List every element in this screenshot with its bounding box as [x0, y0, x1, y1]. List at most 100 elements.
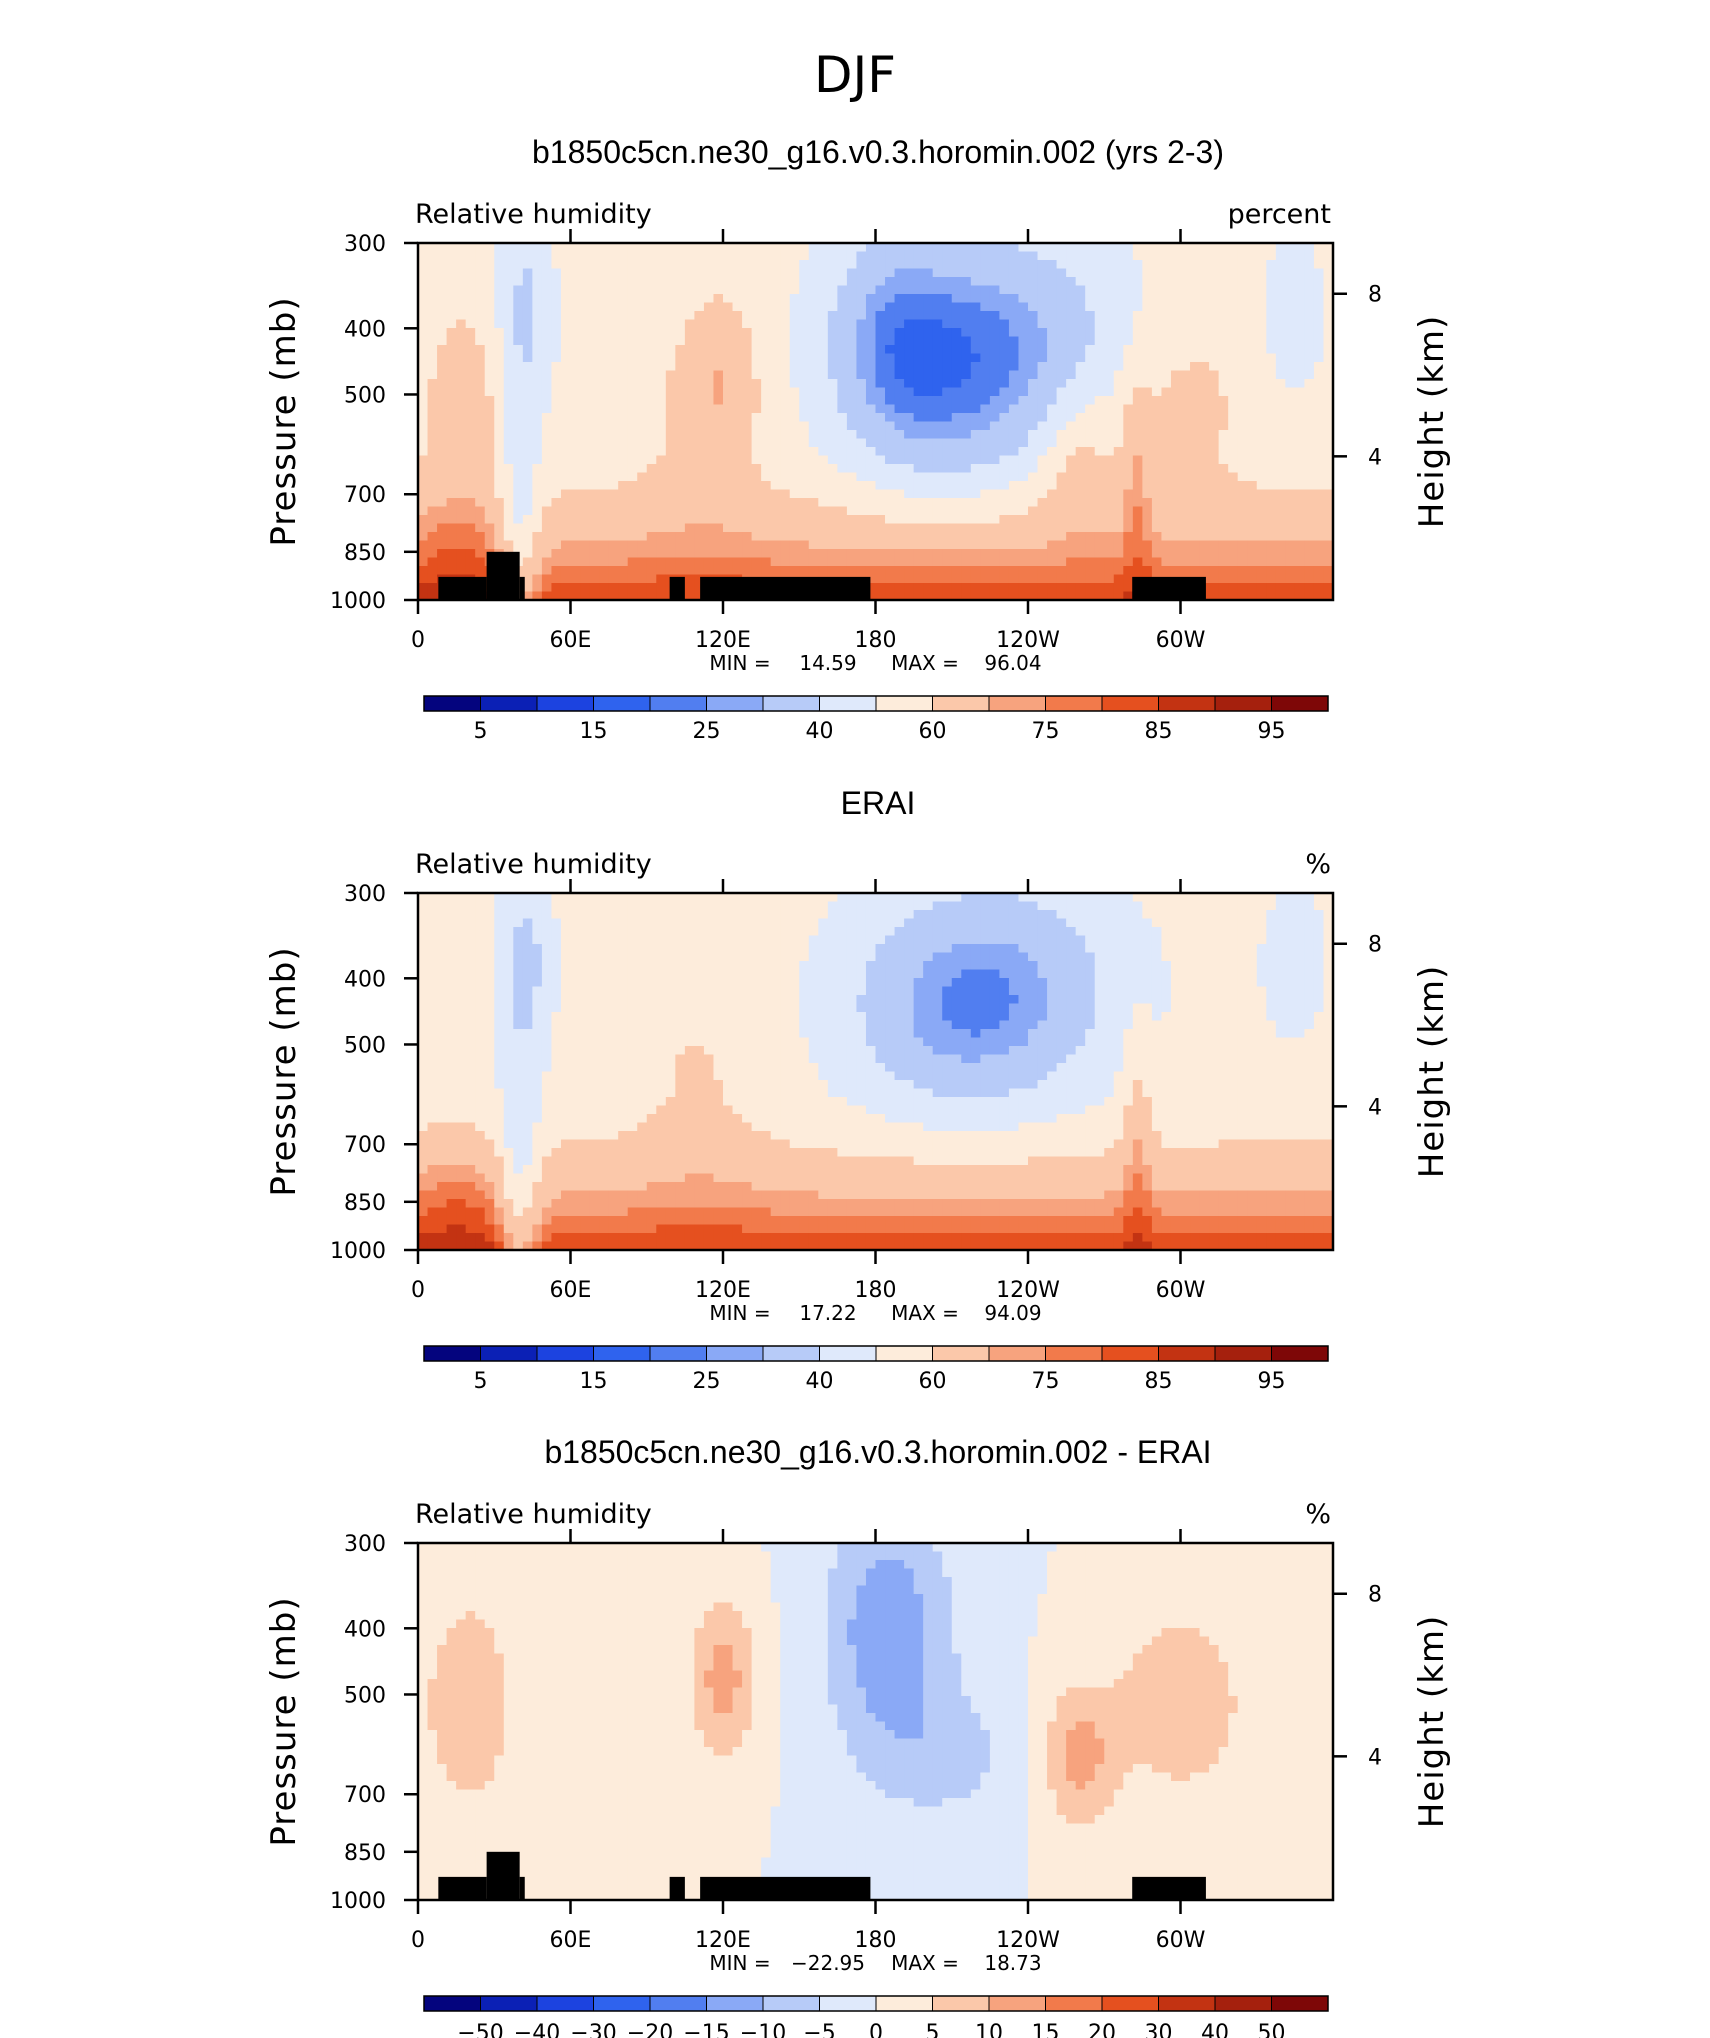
- contour-cell: [932, 294, 943, 304]
- contour-cell: [446, 260, 457, 270]
- contour-cell: [818, 430, 829, 440]
- contour-cell: [551, 574, 562, 584]
- contour-cell: [1161, 893, 1172, 903]
- contour-cell: [1247, 294, 1258, 304]
- contour-cell: [770, 952, 781, 962]
- contour-cell: [1104, 268, 1115, 278]
- contour-cell: [513, 515, 524, 525]
- contour-cell: [627, 421, 638, 431]
- contour-cell: [970, 540, 981, 550]
- contour-cell: [446, 540, 457, 550]
- contour-cell: [522, 927, 533, 937]
- contour-cell: [1190, 251, 1201, 261]
- contour-cell: [1047, 472, 1058, 482]
- contour-cell: [1170, 557, 1182, 567]
- contour-cell: [675, 969, 686, 979]
- land-mask: [486, 551, 520, 600]
- contour-cell: [951, 901, 962, 911]
- contour-cell: [1094, 540, 1105, 550]
- contour-cell: [589, 927, 600, 937]
- contour-cell: [1066, 935, 1077, 945]
- contour-cell: [961, 935, 972, 945]
- contour-cell: [494, 498, 505, 508]
- contour-cell: [446, 345, 457, 355]
- contour-cell: [1075, 532, 1086, 542]
- contour-cell: [608, 294, 619, 304]
- contour-cell: [999, 489, 1010, 499]
- contour-cell: [1047, 893, 1058, 903]
- contour-cell: [723, 549, 734, 559]
- contour-cell: [789, 489, 800, 499]
- contour-cell: [789, 481, 800, 491]
- contour-cell: [656, 498, 667, 508]
- contour-cell: [951, 268, 962, 278]
- contour-cell: [646, 574, 657, 584]
- contour-cell: [856, 447, 867, 457]
- contour-cell: [694, 498, 705, 508]
- contour-cell: [837, 430, 848, 440]
- contour-cell: [1018, 396, 1029, 406]
- contour-cell: [1237, 498, 1248, 508]
- contour-cell: [656, 969, 667, 979]
- contour-cell: [1266, 260, 1277, 270]
- contour-cell: [1008, 498, 1020, 508]
- contour-cell: [1275, 523, 1286, 533]
- contour-cell: [522, 302, 533, 312]
- contour-cell: [846, 328, 858, 338]
- contour-cell: [732, 566, 743, 576]
- contour-cell: [742, 302, 753, 312]
- contour-cell: [665, 311, 676, 321]
- contour-cell: [970, 952, 981, 962]
- contour-cell: [885, 251, 896, 261]
- contour-cell: [694, 969, 705, 979]
- contour-cell: [1170, 540, 1182, 550]
- contour-cell: [1094, 370, 1105, 380]
- contour-cell: [1285, 285, 1296, 295]
- contour-cell: [1094, 455, 1105, 465]
- contour-cell: [684, 294, 696, 304]
- contour-cell: [875, 430, 886, 440]
- contour-cell: [818, 345, 829, 355]
- contour-cell: [923, 893, 934, 903]
- contour-cell: [1151, 901, 1163, 911]
- contour-cell: [1132, 549, 1143, 559]
- contour-cell: [989, 464, 1001, 474]
- contour-cell: [551, 260, 562, 270]
- contour-cell: [1170, 515, 1182, 525]
- contour-cell: [580, 379, 591, 389]
- contour-cell: [1256, 455, 1267, 465]
- contour-cell: [742, 549, 753, 559]
- contour-cell: [1294, 489, 1306, 499]
- contour-cell: [1199, 498, 1210, 508]
- contour-cell: [818, 540, 829, 550]
- contour-cell: [1142, 523, 1153, 533]
- contour-cell: [1008, 268, 1020, 278]
- contour-cell: [789, 927, 800, 937]
- contour-cell: [589, 532, 600, 542]
- contour-cell: [1008, 430, 1020, 440]
- contour-cell: [1323, 481, 1334, 491]
- contour-cell: [599, 294, 610, 304]
- contour-cell: [732, 523, 743, 533]
- contour-cell: [446, 328, 457, 338]
- contour-cell: [684, 515, 696, 525]
- contour-cell: [856, 523, 867, 533]
- contour-cell: [541, 396, 553, 406]
- contour-cell: [503, 455, 514, 465]
- contour-cell: [1085, 481, 1096, 491]
- contour-cell: [456, 927, 467, 937]
- contour-cell: [894, 583, 905, 593]
- contour-cell: [1056, 935, 1067, 945]
- contour-cell: [513, 893, 524, 903]
- contour-cell: [856, 438, 867, 448]
- contour-cell: [1066, 362, 1077, 372]
- contour-cell: [627, 969, 638, 979]
- contour-cell: [837, 961, 848, 971]
- contour-cell: [456, 268, 467, 278]
- contour-cell: [923, 557, 934, 567]
- contour-cell: [989, 260, 1001, 270]
- contour-cell: [1237, 506, 1248, 516]
- contour-cell: [1294, 285, 1306, 295]
- contour-cell: [1056, 583, 1067, 593]
- contour-cell: [1018, 413, 1029, 423]
